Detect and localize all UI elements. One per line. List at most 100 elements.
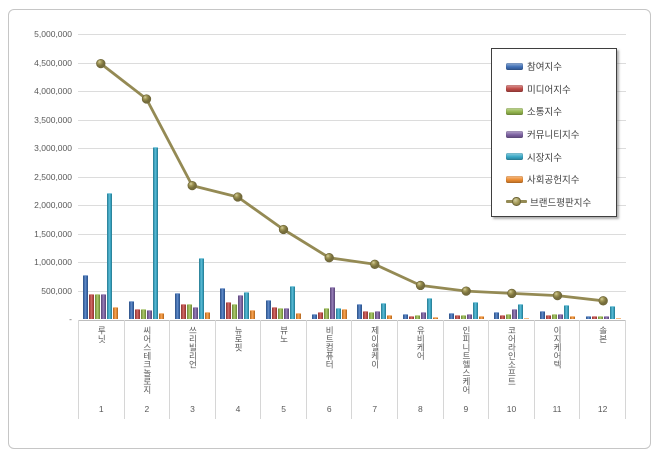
bar-미디어지수-5 [272,307,277,319]
bar-미디어지수-1 [89,294,95,319]
bar-소통지수-12 [597,315,603,319]
bar-커뮤니티지수-9 [466,314,472,319]
bar-참여지수-11 [540,311,545,319]
bar-사회공헌지수-2 [159,313,164,319]
legend-label: 소통지수 [527,107,562,119]
legend-item-사회공헌지수: 사회공헌지수 [506,168,616,191]
bar-미디어지수-2 [135,309,140,319]
bar-시장지수-8 [427,297,432,319]
y-tick-label: 2,000,000 [34,200,72,210]
category-label: 루닛 [96,326,107,343]
category-label: 비트컴퓨터 [324,326,335,369]
legend-swatch-icon [506,153,523,161]
bar-소통지수-6 [323,308,329,319]
category-label: 인피니트헬스케어 [461,326,472,394]
category-cell-10: 코어라인소프트 10 [489,320,535,419]
category-rank: 1 [98,404,104,414]
bar-커뮤니티지수-7 [375,311,381,319]
bar-시장지수-2 [153,147,158,319]
bar-참여지수-6 [311,314,317,319]
category-rank: 8 [417,404,423,414]
x-axis-category-cells: 루닛 1 씨어스테크놀로지 2 쓰리빌리언 3 뉴로핏 4 뷰노 5 비트컴퓨터 6 제이엘케이 7 유비케… [78,320,626,419]
bar-시장지수-3 [198,258,204,319]
category-rank: 2 [144,404,150,414]
bar-참여지수-12 [585,316,591,319]
gridline [78,233,626,235]
bar-미디어지수-9 [454,315,460,319]
bar-커뮤니티지수-10 [512,308,518,319]
bar-시장지수-5 [290,285,295,319]
category-label: 쓰리빌리언 [187,326,198,369]
bar-시장지수-6 [335,307,341,319]
bar-참여지수-1 [83,274,89,319]
bar-사회공헌지수-8 [433,317,438,319]
bar-참여지수-3 [174,292,180,319]
bar-소통지수-11 [552,314,557,319]
bar-시장지수-7 [381,303,387,319]
category-rank: 3 [190,404,195,414]
bar-미디어지수-12 [591,316,597,319]
bar-참여지수-4 [220,288,226,319]
bar-사회공헌지수-4 [250,309,256,319]
bar-소통지수-7 [369,311,375,319]
bar-참여지수-10 [494,312,500,319]
bar-커뮤니티지수-1 [101,293,107,319]
legend-swatch-icon [506,107,523,115]
bar-미디어지수-11 [546,314,551,319]
bar-사회공헌지수-11 [570,316,575,319]
bar-소통지수-4 [232,303,238,319]
legend-item-커뮤니티지수: 커뮤니티지수 [506,123,616,146]
category-label: 씨어스테크놀로지 [142,326,153,394]
legend: 참여지수 미디어지수 소통지수 커뮤니티지수 시장지수 사회공헌지수 브랜드평판지수 [491,48,617,217]
bar-참여지수-9 [448,312,454,319]
legend-label: 미디어지수 [527,84,571,96]
category-label: 이지케어텍 [552,326,563,369]
y-tick-label: 4,500,000 [34,57,72,68]
y-tick-label: 4,000,000 [34,86,72,96]
y-tick-label: 1,500,000 [34,228,72,239]
bar-커뮤니티지수-5 [284,308,289,319]
bar-커뮤니티지수-4 [238,295,244,319]
legend-swatch-icon [506,175,523,183]
bar-사회공헌지수-1 [113,307,119,319]
gridline [78,262,626,263]
category-rank: 9 [463,404,469,414]
category-label: 솔본 [598,326,609,343]
bar-미디어지수-7 [363,311,369,319]
category-label: 유비케어 [415,326,426,360]
legend-label: 참여지수 [527,62,562,74]
bar-커뮤니티지수-12 [603,316,609,319]
bar-사회공헌지수-10 [524,317,530,319]
y-tick-label: 5,000,000 [34,29,72,39]
bar-커뮤니티지수-11 [558,314,563,319]
legend-item-소통지수: 소통지수 [506,100,616,123]
category-rank: 7 [372,404,378,414]
category-cell-3: 쓰리빌리언 3 [170,320,216,419]
bar-소통지수-2 [141,309,146,319]
legend-item-미디어지수: 미디어지수 [506,78,616,101]
category-cell-12: 솔본 12 [580,320,626,419]
y-tick-label: - [69,314,72,324]
gridline [78,34,626,35]
category-rank: 12 [597,404,608,414]
bar-시장지수-11 [564,305,569,319]
category-cell-11: 이지케어텍 11 [535,320,581,419]
bar-소통지수-10 [506,314,512,319]
legend-item-참여지수: 참여지수 [506,55,616,78]
bar-시장지수-10 [518,303,524,319]
bar-소통지수-9 [460,314,466,319]
bar-참여지수-8 [403,314,408,319]
category-cell-7: 제이엘케이 7 [352,320,399,419]
category-label: 코어라인소프트 [506,326,517,386]
category-cell-2: 씨어스테크놀로지 2 [125,320,171,419]
bar-시장지수-12 [609,305,615,319]
legend-label: 브랜드평판지수 [530,197,592,209]
bar-미디어지수-10 [500,314,506,319]
category-label: 제이엘케이 [370,326,381,369]
bar-커뮤니티지수-8 [421,311,426,319]
legend-line-marker-icon [506,197,527,206]
category-cell-8: 유비케어 8 [398,320,444,419]
bar-시장지수-9 [472,302,478,319]
bar-소통지수-1 [95,294,101,319]
